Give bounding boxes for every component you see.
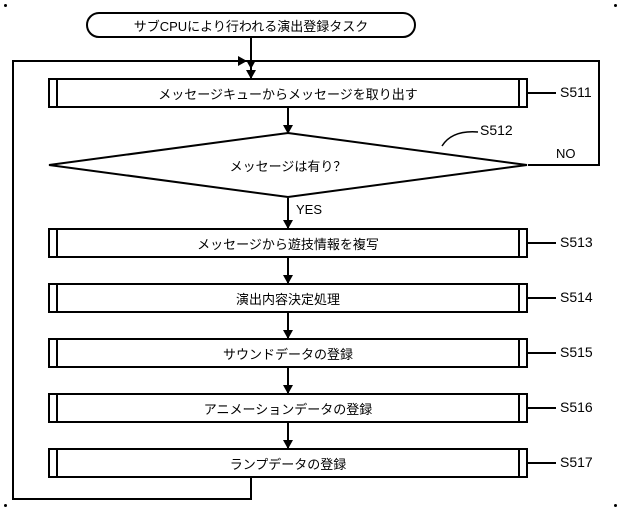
- edge-s512-no: [528, 164, 600, 166]
- yes-label: YES: [296, 202, 322, 217]
- no-label: NO: [556, 146, 576, 161]
- leader-line: [528, 407, 556, 409]
- step-label-s511: S511: [560, 84, 592, 100]
- arrowhead-right-icon: [238, 56, 247, 66]
- process-label: ランプデータの登録: [230, 454, 347, 473]
- process-s511: メッセージキューからメッセージを取り出す: [48, 78, 528, 108]
- step-label-s517: S517: [560, 454, 593, 470]
- leader-line: [528, 462, 556, 464]
- process-s517: ランプデータの登録: [48, 448, 528, 478]
- process-s514: 演出内容決定処理: [48, 283, 528, 313]
- leader-line: [528, 297, 556, 299]
- loop-frame-right: [598, 60, 600, 166]
- corner-dot: [4, 4, 7, 7]
- loop-frame-left: [12, 60, 14, 500]
- corner-dot: [614, 4, 617, 7]
- process-s515: サウンドデータの登録: [48, 338, 528, 368]
- leader-curve-icon: [440, 128, 480, 148]
- process-s516: アニメーションデータの登録: [48, 393, 528, 423]
- loop-frame-bottom: [12, 498, 252, 500]
- step-label-s515: S515: [560, 344, 593, 360]
- flowchart-canvas: サブCPUにより行われる演出登録タスク メッセージキューからメッセージを取り出す…: [0, 0, 622, 512]
- leader-line: [528, 242, 556, 244]
- step-label-s512: S512: [480, 122, 513, 138]
- step-label-s516: S516: [560, 399, 593, 415]
- leader-line: [528, 92, 556, 94]
- corner-dot: [4, 504, 7, 507]
- leader-line: [528, 352, 556, 354]
- start-label: サブCPUにより行われる演出登録タスク: [134, 16, 369, 35]
- start-terminator: サブCPUにより行われる演出登録タスク: [86, 12, 416, 38]
- corner-dot: [614, 504, 617, 507]
- process-s513: メッセージから遊技情報を複写: [48, 228, 528, 258]
- process-label: 演出内容決定処理: [236, 289, 340, 308]
- step-label-s513: S513: [560, 234, 593, 250]
- process-label: サウンドデータの登録: [223, 344, 353, 363]
- loop-frame-top: [12, 60, 600, 62]
- process-label: メッセージキューからメッセージを取り出す: [158, 84, 417, 103]
- decision-label: メッセージは有り？: [48, 156, 528, 175]
- process-label: アニメーションデータの登録: [204, 399, 372, 418]
- step-label-s514: S514: [560, 289, 593, 305]
- process-label: メッセージから遊技情報を複写: [197, 234, 379, 253]
- edge-s517-loop: [250, 478, 252, 500]
